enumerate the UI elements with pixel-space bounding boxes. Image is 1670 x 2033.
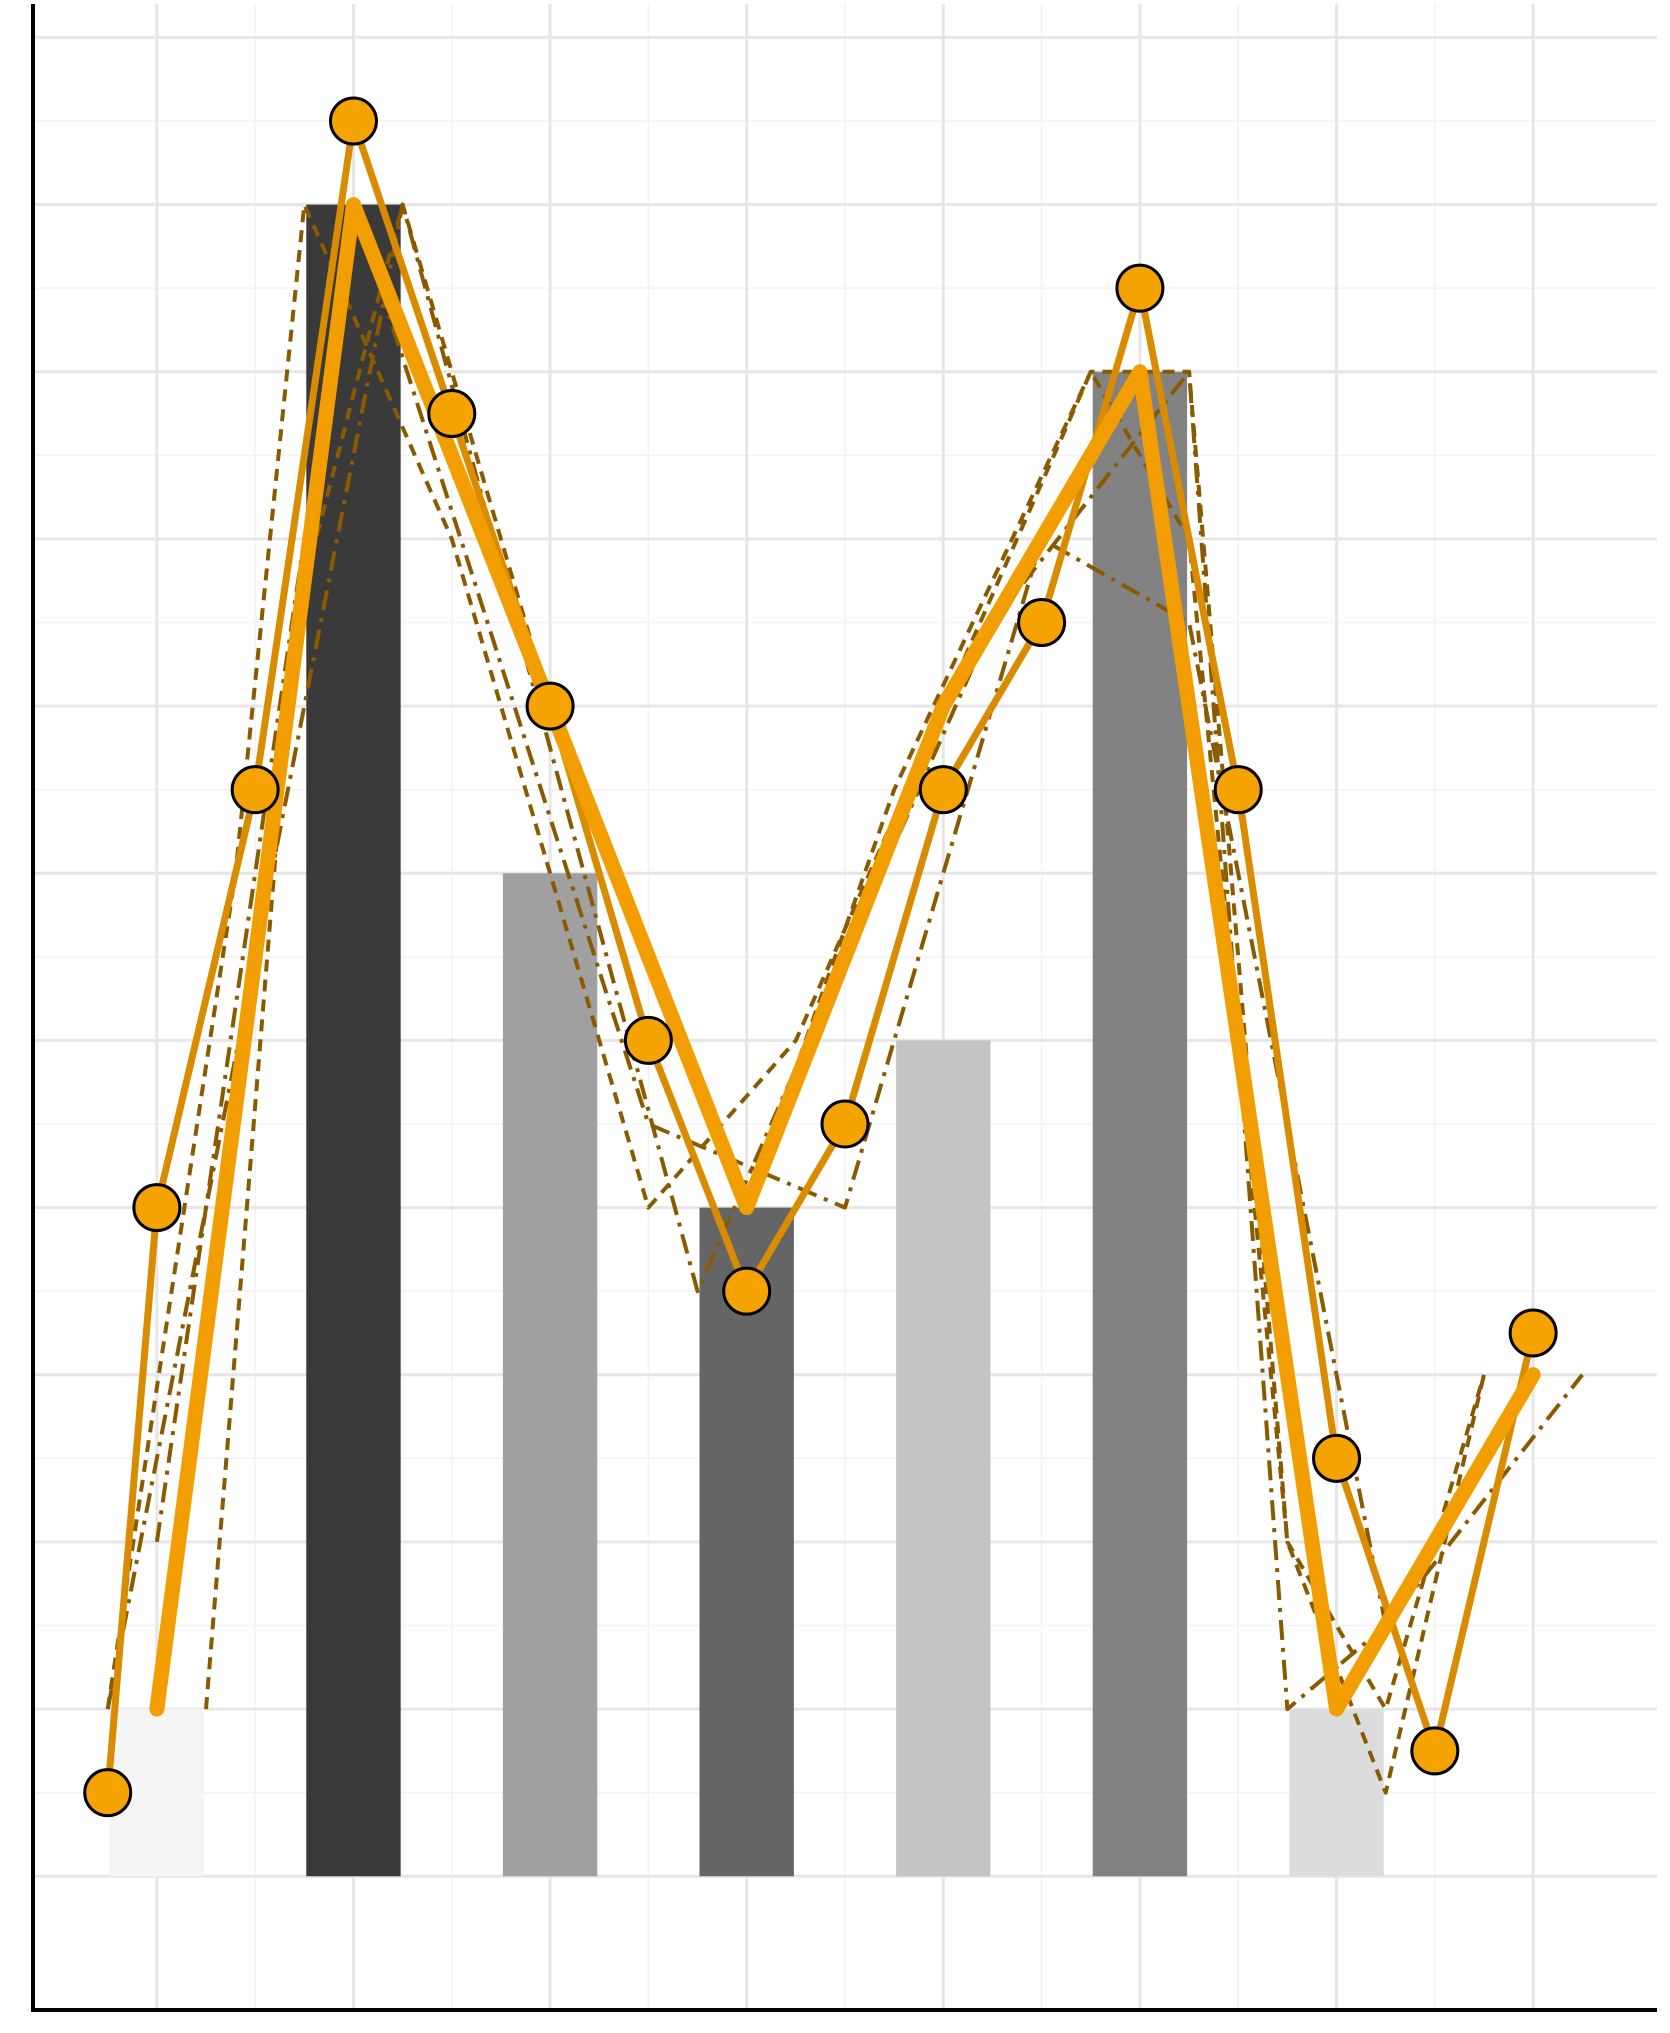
data-point-marker	[820, 1099, 870, 1149]
data-point-marker	[1508, 1308, 1558, 1358]
data-point-marker	[918, 765, 968, 815]
series-line-solid-markers	[104, 117, 1537, 1793]
data-point-marker	[525, 681, 575, 731]
bar	[699, 1207, 794, 1877]
axes	[31, 4, 1657, 2012]
series-markers	[83, 96, 1558, 1818]
series-line-dash-dot	[105, 202, 1584, 1712]
data-point-marker	[623, 1015, 673, 1065]
data-point-marker	[1410, 1726, 1460, 1776]
data-point-marker	[1312, 1433, 1362, 1483]
grid-minor	[33, 4, 1657, 2010]
series-line-thick-solid	[149, 197, 1541, 1717]
data-point-marker	[230, 765, 280, 815]
series-line-dashed	[105, 202, 1486, 1795]
bar	[1289, 1709, 1384, 1877]
bar	[896, 1040, 991, 1877]
data-point-marker	[1017, 598, 1067, 648]
bars	[109, 204, 1384, 1877]
data-point-marker	[1213, 765, 1263, 815]
data-point-marker	[83, 1768, 133, 1818]
data-point-marker	[722, 1266, 772, 1316]
data-point-marker	[1115, 263, 1165, 313]
bar	[502, 873, 598, 1877]
data-point-marker	[427, 389, 477, 439]
data-point-marker	[328, 96, 378, 146]
data-point-marker	[132, 1183, 182, 1233]
